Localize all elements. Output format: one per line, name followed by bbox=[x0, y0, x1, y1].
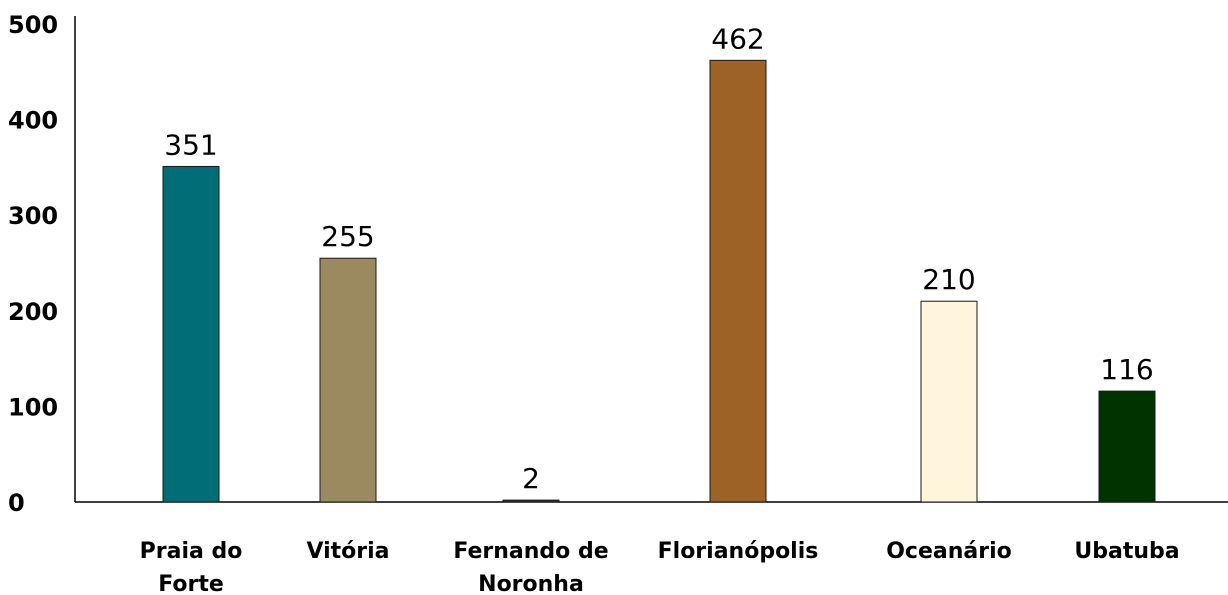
y-tick-label: 200 bbox=[8, 298, 58, 326]
data-label: 2 bbox=[522, 462, 540, 495]
bar bbox=[709, 59, 767, 503]
x-tick-label: Fernando de Noronha bbox=[453, 539, 608, 595]
data-label: 116 bbox=[1100, 353, 1153, 386]
x-tick-labels: Praia do Forte Vitória Fernando de Noronha Fl… bbox=[140, 539, 1180, 595]
data-label: 351 bbox=[164, 128, 217, 161]
y-tick-label: 100 bbox=[8, 393, 58, 421]
data-label: 255 bbox=[321, 220, 374, 253]
axes bbox=[74, 16, 1228, 503]
x-tick-label: Ubatuba bbox=[1074, 539, 1179, 564]
x-tick-label: Florianópolis bbox=[658, 539, 819, 564]
y-tick-label: 400 bbox=[8, 107, 58, 135]
bar bbox=[319, 257, 377, 503]
x-tick-label: Oceanário bbox=[886, 539, 1012, 564]
bar bbox=[502, 499, 560, 503]
y-tick-labels: 0 100 200 300 400 500 bbox=[8, 11, 58, 517]
x-tick-label: Praia do Forte bbox=[140, 539, 243, 595]
bars bbox=[162, 59, 1156, 503]
y-tick-label: 500 bbox=[8, 11, 58, 39]
x-tick-label: Vitória bbox=[306, 539, 389, 564]
y-tick-label: 0 bbox=[8, 489, 25, 517]
y-tick-label: 300 bbox=[8, 202, 58, 230]
data-label: 210 bbox=[922, 263, 975, 296]
bar bbox=[162, 165, 220, 503]
bar bbox=[1098, 390, 1156, 503]
bar bbox=[920, 300, 978, 503]
data-labels: 351 255 2 462 210 116 bbox=[164, 22, 1153, 495]
data-label: 462 bbox=[711, 22, 764, 55]
